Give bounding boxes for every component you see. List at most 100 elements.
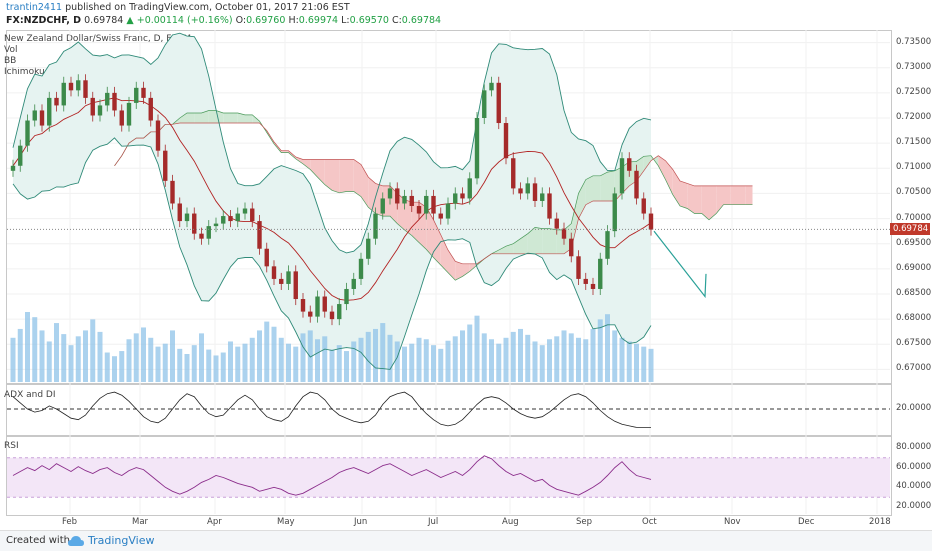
up-arrow-icon: ▲ [126, 15, 134, 26]
rsi-label[interactable]: RSI [4, 441, 19, 451]
high-label: H: [288, 15, 299, 26]
publish-line: trantin2411 published on TradingView.com… [6, 2, 350, 13]
volume-bar [460, 330, 465, 382]
ichimoku-cloud-segment [535, 227, 543, 254]
price-tick-label: 0.68500 [896, 288, 932, 298]
candle-body [547, 193, 552, 219]
candle-body [61, 82, 66, 106]
close-label: C: [391, 15, 402, 26]
volume-bar [518, 328, 523, 382]
ichimoku-cloud-segment [440, 234, 448, 273]
tradingview-brand[interactable]: TradingView [88, 534, 155, 547]
ichimoku-cloud-segment [324, 159, 332, 191]
ichimoku-cloud-segment [527, 227, 535, 254]
ichimoku-cloud-segment [223, 112, 231, 124]
ichimoku-cloud-segment [585, 175, 593, 205]
candle-body [141, 87, 146, 98]
legend-vol[interactable]: Vol [4, 45, 18, 55]
ichimoku-cloud-segment [332, 159, 340, 193]
x-tick-label: Dec [798, 517, 815, 527]
candle-body [10, 165, 16, 171]
volume-bar [576, 337, 581, 382]
candle-body [525, 183, 530, 194]
volume-bar [402, 346, 407, 382]
volume-bar [10, 337, 16, 382]
candle-body [460, 193, 465, 199]
price-tick-label: 0.67500 [896, 338, 932, 349]
ichimoku-cloud-segment [303, 159, 311, 170]
ichimoku-cloud-segment [665, 160, 673, 195]
rsi-tick-label: 60.0000 [896, 461, 932, 472]
volume-bar [612, 330, 618, 382]
volume-bar [329, 349, 335, 382]
x-tick-label: Nov [724, 517, 741, 527]
candle-body [192, 213, 197, 234]
x-tick-label: Aug [502, 517, 519, 527]
candle-body [148, 97, 153, 121]
ichimoku-span-b [114, 122, 753, 265]
candle-body [612, 193, 617, 232]
volume-bar [75, 336, 81, 382]
ichimoku-cloud-segment [651, 155, 659, 166]
ichimoku-cloud-segment [208, 110, 216, 124]
rsi-tick-label: 40.0000 [896, 481, 932, 492]
candle-body [337, 304, 342, 320]
volume-bar [17, 328, 23, 382]
ichimoku-cloud-segment [252, 114, 260, 124]
ichimoku-cloud-segment [237, 112, 245, 124]
bollinger-basis [12, 97, 652, 301]
volume-bar [61, 334, 67, 382]
high-value: 0.69974 [298, 15, 339, 26]
candle-body [286, 271, 291, 284]
candle-body [496, 82, 501, 124]
volume-bar [220, 352, 226, 382]
ichimoku-cloud-segment [578, 179, 586, 219]
author-link[interactable]: trantin2411 [6, 2, 63, 13]
volume-bar [90, 319, 96, 382]
candle-body [105, 92, 110, 106]
volume-bar [315, 339, 320, 382]
candle-body [257, 221, 262, 249]
candle-body [402, 195, 407, 204]
ichimoku-cloud-segment [455, 261, 463, 281]
volume-bar [365, 331, 371, 382]
adx-pane[interactable] [6, 384, 892, 436]
candle-body [170, 180, 175, 204]
volume-bar [184, 354, 190, 382]
candle-body [598, 258, 603, 289]
adx-tick-label: 20.0000 [896, 403, 932, 413]
candle-body [213, 223, 219, 227]
volume-bar [416, 337, 422, 382]
volume-bar [300, 333, 306, 382]
legend-bb[interactable]: BB [4, 56, 17, 66]
volume-bar [278, 337, 284, 382]
symbol-label[interactable]: FX:NZDCHF, D [6, 15, 82, 26]
price-tick-label: 0.73500 [896, 36, 932, 47]
legend-ichimoku[interactable]: Ichimoku [4, 67, 45, 77]
ichimoku-cloud-segment [288, 150, 296, 159]
published-text: published on TradingView.com, October 01… [62, 2, 350, 13]
chart-canvas[interactable] [0, 0, 932, 530]
candle-body [184, 213, 190, 222]
volume-bar [554, 336, 560, 382]
close-value: 0.69784 [401, 15, 442, 26]
candle-body [308, 311, 313, 317]
candle-body [83, 80, 88, 98]
ichimoku-cloud-segment [520, 233, 528, 254]
ichimoku-cloud-segment [295, 156, 303, 164]
ichimoku-cloud-segment [593, 175, 601, 201]
volume-bar [336, 345, 342, 382]
candle-body [39, 110, 45, 126]
open-label: O: [235, 15, 247, 26]
candle-body [561, 228, 567, 239]
volume-bar [394, 341, 400, 382]
candle-body [155, 120, 161, 151]
volume-bar [141, 327, 146, 382]
candle-body [438, 213, 443, 219]
candle-body [424, 195, 429, 214]
volume-bar [54, 323, 59, 382]
adx-label[interactable]: ADX and DI [4, 390, 56, 400]
volume-bar [568, 333, 574, 382]
volume-bar [467, 324, 473, 382]
ichimoku-cloud-segment [361, 164, 369, 208]
